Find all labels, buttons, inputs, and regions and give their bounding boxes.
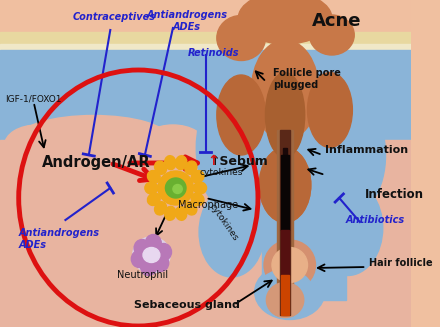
Text: Acne: Acne — [312, 12, 361, 30]
Ellipse shape — [217, 15, 265, 60]
Ellipse shape — [308, 73, 352, 147]
Ellipse shape — [238, 0, 332, 44]
Text: ↑Sebum: ↑Sebum — [209, 155, 268, 168]
Ellipse shape — [14, 124, 89, 162]
Bar — [0, 50, 411, 145]
Bar — [281, 230, 289, 275]
Ellipse shape — [185, 161, 197, 174]
Text: Antiandrogens
ADEs: Antiandrogens ADEs — [147, 10, 227, 32]
Ellipse shape — [176, 206, 187, 220]
Ellipse shape — [147, 193, 160, 205]
Bar — [0, 140, 411, 327]
Ellipse shape — [217, 75, 265, 155]
Circle shape — [156, 244, 172, 261]
Ellipse shape — [176, 156, 187, 170]
Text: Hair follicle: Hair follicle — [369, 258, 433, 268]
Text: cytokines: cytokines — [199, 168, 242, 177]
Ellipse shape — [257, 269, 313, 315]
Ellipse shape — [185, 202, 197, 215]
Ellipse shape — [191, 193, 204, 205]
Bar — [283, 228, 287, 278]
Text: cytokines: cytokines — [208, 202, 240, 243]
Ellipse shape — [133, 237, 170, 273]
Text: Sebaceous gland: Sebaceous gland — [134, 300, 240, 310]
Bar — [262, 130, 346, 300]
Ellipse shape — [313, 181, 383, 276]
Text: Androgen/AR: Androgen/AR — [42, 155, 150, 170]
Ellipse shape — [80, 125, 145, 165]
Ellipse shape — [18, 115, 168, 161]
Bar — [0, 32, 411, 46]
Ellipse shape — [5, 125, 70, 165]
Bar — [283, 148, 287, 228]
Ellipse shape — [266, 283, 304, 318]
Ellipse shape — [140, 125, 205, 165]
Text: IGF-1/FOXO1: IGF-1/FOXO1 — [5, 95, 61, 104]
Text: Infection: Infection — [364, 188, 424, 201]
Ellipse shape — [265, 73, 304, 158]
Ellipse shape — [272, 248, 308, 283]
Ellipse shape — [309, 15, 354, 55]
Ellipse shape — [255, 265, 325, 319]
Ellipse shape — [154, 202, 167, 215]
Bar — [283, 278, 287, 315]
Ellipse shape — [259, 147, 311, 222]
Text: Antiandrogens
ADEs: Antiandrogens ADEs — [18, 228, 100, 250]
Ellipse shape — [264, 240, 315, 290]
Text: Macrophage: Macrophage — [178, 200, 238, 210]
Ellipse shape — [143, 248, 160, 263]
Bar — [281, 275, 289, 315]
Ellipse shape — [251, 40, 319, 140]
Text: Contraceptives: Contraceptives — [73, 12, 155, 22]
Circle shape — [131, 250, 147, 267]
Bar — [281, 155, 289, 230]
Ellipse shape — [199, 187, 264, 277]
Circle shape — [141, 259, 157, 276]
Ellipse shape — [165, 178, 186, 198]
Ellipse shape — [259, 147, 311, 222]
Text: Antibiotics: Antibiotics — [346, 215, 405, 225]
Bar — [280, 130, 290, 315]
Text: Neutrophil: Neutrophil — [117, 270, 168, 280]
Text: Inflammation: Inflammation — [325, 145, 408, 155]
Ellipse shape — [306, 93, 385, 217]
Ellipse shape — [194, 182, 206, 194]
Bar — [277, 130, 293, 315]
Text: ↑: ↑ — [208, 154, 219, 168]
Ellipse shape — [173, 184, 182, 194]
Ellipse shape — [158, 171, 194, 205]
Circle shape — [134, 239, 150, 256]
Circle shape — [145, 234, 161, 251]
Circle shape — [153, 254, 169, 271]
Ellipse shape — [196, 83, 271, 213]
Ellipse shape — [251, 137, 319, 232]
Ellipse shape — [165, 156, 176, 170]
Ellipse shape — [147, 170, 160, 183]
Ellipse shape — [165, 206, 176, 220]
Ellipse shape — [154, 161, 167, 174]
Bar — [0, 44, 411, 50]
Ellipse shape — [145, 182, 158, 194]
Text: Follicle pore
plugged: Follicle pore plugged — [273, 68, 341, 90]
Ellipse shape — [191, 170, 204, 183]
Text: Retinoids: Retinoids — [187, 48, 239, 58]
